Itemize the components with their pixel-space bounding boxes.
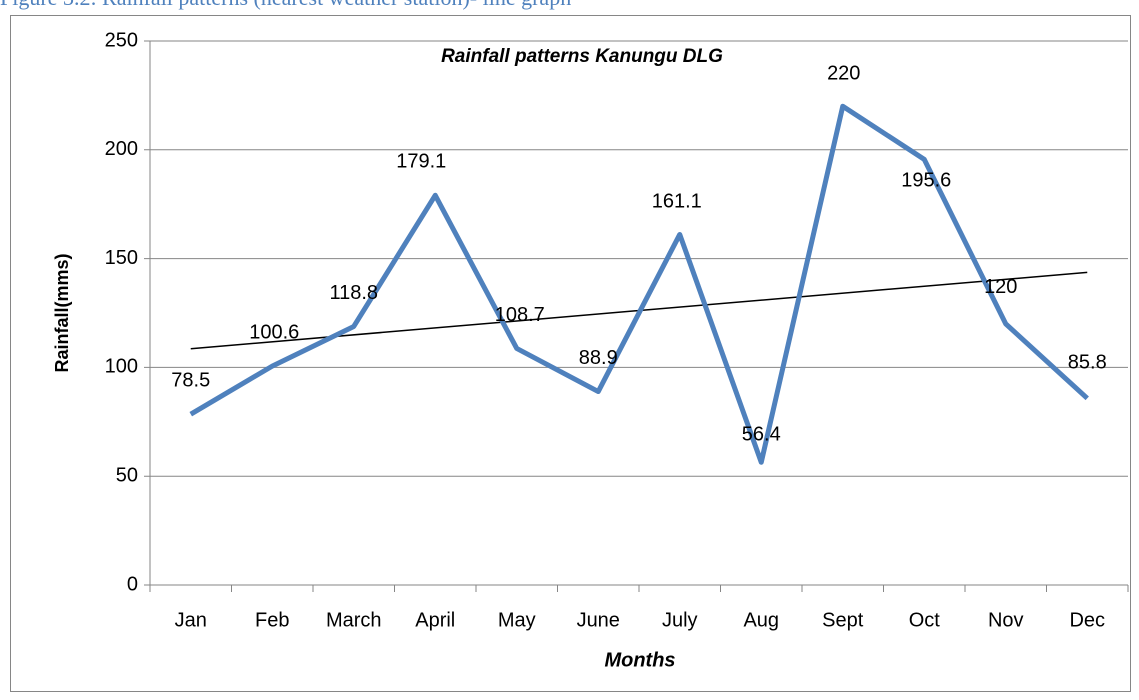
y-tick-label: 50 — [116, 464, 138, 486]
y-axis-title: Rainfall(mms) — [52, 253, 72, 372]
data-label: 220 — [827, 63, 860, 85]
data-line — [189, 103, 1089, 465]
data-label: 56.4 — [742, 424, 781, 446]
x-tick-label: Sept — [822, 609, 864, 631]
data-label: 100.6 — [249, 321, 299, 343]
x-tick-label: Feb — [255, 609, 289, 631]
x-tick-label: June — [577, 609, 620, 631]
y-tick-label: 100 — [105, 356, 138, 378]
y-tick-label: 250 — [105, 29, 138, 51]
chart-border — [10, 15, 1131, 692]
y-tick-label: 0 — [127, 573, 138, 595]
x-tick-label: Aug — [743, 609, 779, 631]
data-label: 120 — [984, 276, 1017, 298]
data-label: 88.9 — [579, 347, 618, 369]
caption: Figure 3.2: Rainfall patterns (nearest w… — [0, 0, 571, 10]
y-tick-label: 150 — [105, 247, 138, 269]
data-label: 108.7 — [495, 304, 545, 326]
x-axis-title: Months — [604, 649, 675, 671]
y-tick-label: 200 — [105, 138, 138, 160]
x-tick-label: May — [498, 609, 536, 631]
chart-title: Rainfall patterns Kanungu DLG — [441, 46, 723, 67]
data-label: 85.8 — [1068, 352, 1107, 374]
x-tick-label: Jan — [175, 609, 207, 631]
x-tick-label: Oct — [909, 609, 941, 631]
data-label: 179.1 — [396, 151, 446, 173]
x-tick-label: March — [326, 609, 382, 631]
data-label: 118.8 — [329, 282, 378, 304]
data-label: 78.5 — [171, 369, 210, 391]
data-label: 161.1 — [652, 191, 702, 213]
x-tick-label: April — [415, 609, 455, 631]
x-tick-label: Dec — [1069, 609, 1105, 631]
data-label: 195.6 — [901, 170, 951, 192]
x-tick-label: July — [662, 609, 698, 631]
x-tick-label: Nov — [988, 609, 1024, 631]
